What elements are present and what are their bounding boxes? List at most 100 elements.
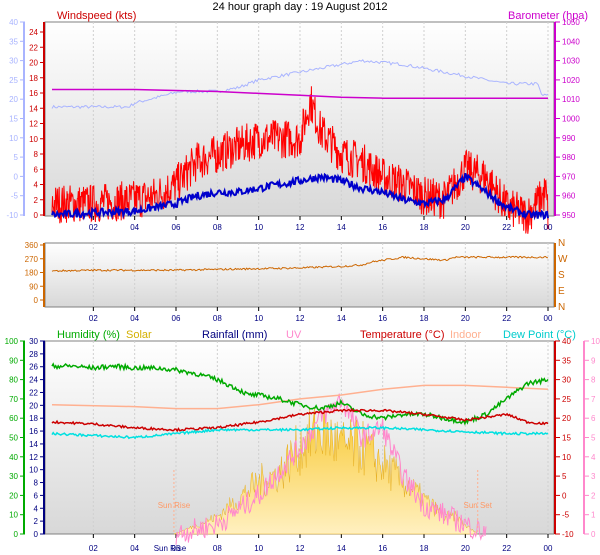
x-tick-label: 00 [544, 223, 553, 232]
uv-tick-label: 5 [591, 434, 596, 443]
x-tick-label: 22 [502, 544, 511, 553]
uv-tick-label: 0 [591, 530, 596, 539]
rain-tick-label: 18 [29, 414, 38, 423]
series-indoor [51, 384, 549, 410]
legend-uv: UV [286, 329, 302, 341]
temperature-tick-label: 40 [562, 337, 571, 346]
x-tick-label: 14 [337, 544, 346, 553]
x-tick-label: 02 [89, 544, 98, 553]
rain-tick-label: 30 [29, 337, 38, 346]
sun-marker-label: Sun Rise [158, 501, 191, 510]
rain-tick-label: 14 [29, 440, 38, 449]
humidity-tick-label: 20 [9, 491, 18, 500]
x-tick-label: 16 [378, 544, 387, 553]
humidity-tick-label: 90 [9, 356, 18, 365]
x-tick-label: 12 [296, 223, 305, 232]
x-tick-label: 10 [254, 223, 263, 232]
x-tick-label: 00 [544, 544, 553, 553]
barometer-tick-label: 1050 [562, 18, 580, 27]
barometer-tick-label: 1000 [562, 115, 580, 124]
barometer-tick-label: 1030 [562, 57, 580, 66]
humidity-tick-label: 60 [9, 414, 18, 423]
x-tick-label: 14 [337, 223, 346, 232]
sun-marker-label: Sun Set [463, 501, 492, 510]
x-tick-label: 18 [420, 314, 429, 323]
windspeed-tick-label: 4 [34, 181, 39, 190]
x-tick-label: 10 [254, 314, 263, 323]
windspeed-tick-label: 0 [34, 211, 39, 220]
legend-humidity: Humidity (%) [57, 329, 120, 341]
x-tick-label: 04 [130, 223, 139, 232]
rain-tick-label: 22 [29, 388, 38, 397]
temperature-tick-label: 30 [562, 376, 571, 385]
x-tick-label: 02 [89, 223, 98, 232]
direction-tick-label: 90 [29, 282, 38, 291]
uv-tick-label: 9 [591, 356, 596, 365]
x-tick-label: 08 [213, 314, 222, 323]
temperature-tick-label: 10 [562, 453, 571, 462]
humidity-tick-label: 100 [5, 337, 19, 346]
windspeed-tick-label: 16 [29, 89, 38, 98]
legend-indoor: Indoor [450, 329, 482, 341]
temperature-tick-label: 15 [562, 434, 571, 443]
series-humidity [51, 362, 549, 426]
barometer-tick-label: 950 [562, 211, 576, 220]
rain-tick-label: 16 [29, 427, 38, 436]
far-left-tick-label: 5 [14, 153, 19, 162]
barometer-tick-label: 1020 [562, 76, 580, 85]
humidity-tick-label: 80 [9, 376, 18, 385]
series-solar [173, 406, 478, 535]
legend-rainfall: Rainfall (mm) [202, 329, 267, 341]
x-tick-label: 00 [544, 314, 553, 323]
windspeed-tick-label: 20 [29, 59, 38, 68]
temperature-tick-label: 25 [562, 395, 571, 404]
x-tick-label: 18 [420, 544, 429, 553]
x-tick-label: 12 [296, 314, 305, 323]
temperature-tick-label: 35 [562, 356, 571, 365]
temperature-tick-label: -5 [562, 511, 570, 520]
barometer-tick-label: 1010 [562, 95, 580, 104]
rain-tick-label: 26 [29, 363, 38, 372]
windspeed-tick-label: 24 [29, 28, 38, 37]
far-left-tick-label: -10 [6, 211, 18, 220]
uv-tick-label: 10 [591, 337, 600, 346]
rain-tick-label: 12 [29, 453, 38, 462]
series-dewpoint [51, 425, 549, 440]
rain-tick-label: 20 [29, 401, 38, 410]
series-direction [51, 255, 549, 273]
x-tick-label: 14 [337, 314, 346, 323]
uv-tick-label: 3 [591, 472, 596, 481]
compass-label: W [558, 254, 568, 265]
series-windavg [51, 172, 549, 221]
windspeed-tick-label: 10 [29, 135, 38, 144]
humidity-tick-label: 70 [9, 395, 18, 404]
legend-solar: Solar [126, 329, 152, 341]
x-tick-label: 04 [130, 314, 139, 323]
barometer-tick-label: 960 [562, 192, 576, 201]
barometer-axis-label: Barometer (hpa) [508, 10, 588, 22]
x-tick-label: 22 [502, 314, 511, 323]
humidity-tick-label: 10 [9, 511, 18, 520]
far-left-tick-label: 40 [9, 18, 18, 27]
humidity-tick-label: 50 [9, 434, 18, 443]
series-uv [175, 393, 487, 545]
legend-temperature: Temperature (°C) [360, 329, 444, 341]
rain-tick-label: 8 [34, 479, 39, 488]
uv-tick-label: 7 [591, 395, 596, 404]
series-temp-left-light [51, 59, 549, 110]
x-tick-label: 20 [461, 544, 470, 553]
barometer-tick-label: 990 [562, 134, 576, 143]
temperature-tick-label: 0 [562, 491, 567, 500]
temperature-tick-label: -10 [562, 530, 574, 539]
direction-tick-label: 180 [25, 269, 39, 278]
rain-tick-label: 28 [29, 350, 38, 359]
x-tick-label: 08 [213, 223, 222, 232]
humidity-tick-label: 40 [9, 453, 18, 462]
x-tick-label: 06 [172, 314, 181, 323]
x-tick-label: 04 [130, 544, 139, 553]
x-tick-label: 22 [502, 223, 511, 232]
windspeed-tick-label: 12 [29, 120, 38, 129]
humidity-tick-label: 30 [9, 472, 18, 481]
far-left-tick-label: 25 [9, 76, 18, 85]
